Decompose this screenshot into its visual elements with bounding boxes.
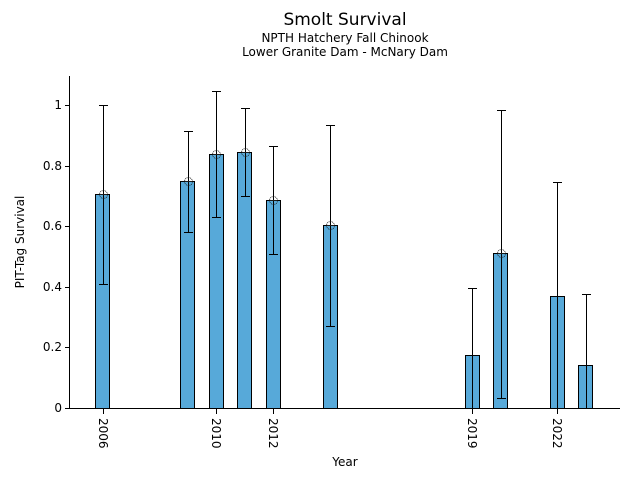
x-axis-label: Year — [332, 455, 358, 469]
y-tick-label: 0.2 — [42, 340, 62, 355]
error-bar-cap-top — [582, 294, 591, 296]
y-tick — [65, 408, 70, 409]
point-marker — [326, 220, 335, 230]
y-tick-label: 0.6 — [42, 219, 62, 234]
point-marker-crosshair — [213, 154, 220, 156]
point-marker — [212, 150, 221, 160]
x-tick — [472, 409, 473, 414]
error-bar-cap-top — [553, 182, 562, 184]
x-tick — [216, 409, 217, 414]
error-bar-cap-top — [184, 130, 193, 132]
error-bar-line — [586, 294, 587, 408]
error-bar-cap-bottom — [241, 195, 250, 197]
y-tick — [65, 226, 70, 228]
error-bar-cap-bottom — [212, 217, 221, 219]
point-marker-crosshair — [100, 194, 107, 196]
chart-subtitle-line1: NPTH Hatchery Fall Chinook — [261, 31, 429, 45]
x-tick — [273, 409, 274, 414]
point-marker — [497, 248, 506, 258]
x-axis-spine — [70, 408, 620, 409]
x-tick — [103, 409, 104, 414]
error-bar-cap-bottom — [99, 283, 108, 285]
y-tick — [65, 105, 70, 107]
point-marker-crosshair — [185, 181, 192, 183]
error-bar-cap-top — [326, 124, 335, 126]
error-bar-line — [472, 287, 473, 408]
x-tick — [557, 409, 558, 414]
chart-title: Smolt Survival — [283, 10, 407, 30]
error-bar-cap-top — [497, 109, 506, 111]
y-tick-label: 0 — [54, 401, 62, 415]
chart-subtitle-line2: Lower Granite Dam - McNary Dam — [242, 45, 448, 59]
y-tick-label: 0.8 — [42, 158, 62, 173]
x-tick-label: 2006 — [96, 418, 110, 449]
error-bar-cap-top — [212, 91, 221, 93]
point-marker — [269, 195, 278, 205]
point-marker — [241, 148, 250, 158]
error-bar-cap-top — [241, 108, 250, 110]
error-bar-cap-bottom — [269, 253, 278, 255]
point-marker — [99, 190, 108, 200]
y-tick — [65, 286, 70, 288]
point-marker — [184, 177, 193, 187]
y-tick-label: 0.4 — [42, 279, 62, 294]
y-tick — [65, 165, 70, 167]
error-bar-cap-bottom — [497, 398, 506, 399]
y-tick — [65, 347, 70, 349]
error-bar-cap-bottom — [184, 232, 193, 234]
y-tick-label: 1 — [54, 98, 62, 113]
point-marker-crosshair — [270, 199, 277, 201]
x-tick-label: 2022 — [550, 418, 564, 449]
point-marker-crosshair — [498, 252, 505, 254]
bar — [578, 364, 594, 409]
y-axis-spine — [69, 76, 70, 409]
error-bar-line — [557, 182, 558, 408]
x-tick-label: 2019 — [465, 418, 479, 449]
error-bar-cap-top — [269, 145, 278, 147]
x-tick-label: 2012 — [266, 418, 280, 449]
x-tick-label: 2010 — [209, 418, 223, 449]
point-marker-crosshair — [242, 152, 249, 154]
point-marker-crosshair — [327, 224, 334, 226]
error-bar-cap-top — [99, 105, 108, 107]
error-bar-cap-top — [468, 287, 477, 289]
error-bar-cap-bottom — [326, 326, 335, 328]
